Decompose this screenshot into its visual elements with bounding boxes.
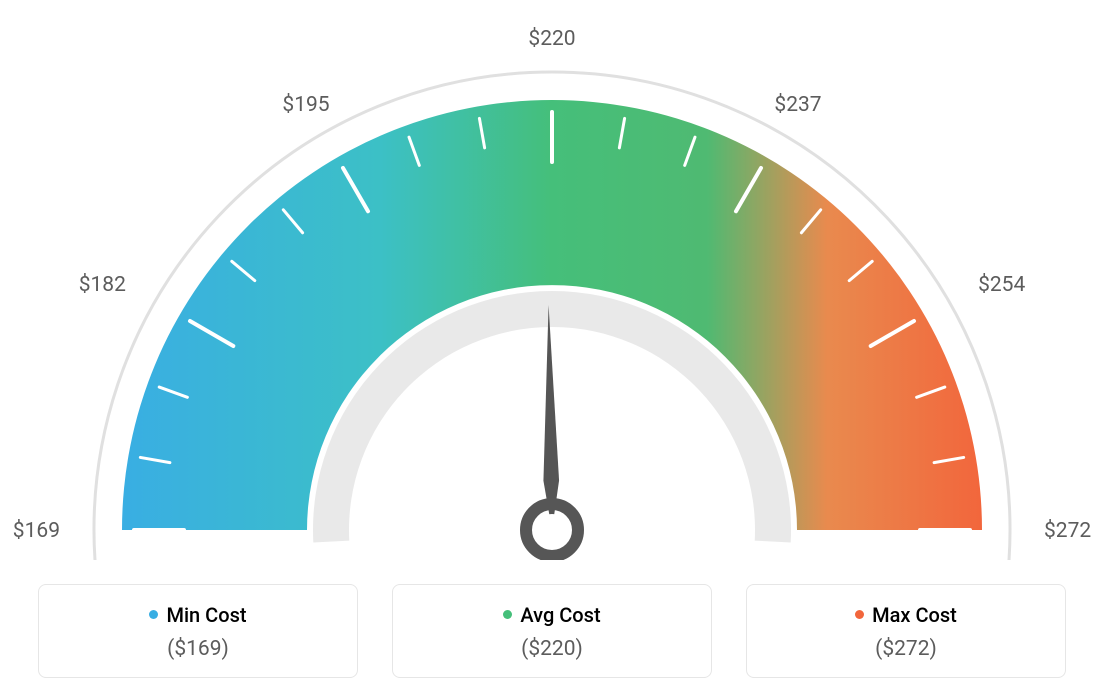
legend-card-max: Max Cost ($272) xyxy=(746,584,1066,678)
legend-card-avg: Avg Cost ($220) xyxy=(392,584,712,678)
dot-icon xyxy=(855,610,864,619)
dot-icon xyxy=(503,610,512,619)
legend-min-label: Min Cost xyxy=(166,603,246,627)
gauge-tick-label: $272 xyxy=(1044,519,1091,543)
gauge-tick-label: $182 xyxy=(79,273,126,297)
gauge-tick-label: $254 xyxy=(978,273,1025,297)
gauge-tick-label: $169 xyxy=(13,519,60,543)
legend-min-title: Min Cost xyxy=(49,603,347,627)
legend-avg-label: Avg Cost xyxy=(520,603,600,627)
dot-icon xyxy=(149,610,158,619)
legend-min-value: ($169) xyxy=(49,637,347,661)
gauge-svg: $169 $182 $195 $220 $237 $254 $272 xyxy=(0,0,1104,560)
legend-card-min: Min Cost ($169) xyxy=(38,584,358,678)
cost-gauge: $169 $182 $195 $220 $237 $254 $272 xyxy=(0,0,1104,560)
legend-max-title: Max Cost xyxy=(757,603,1055,627)
legend-row: Min Cost ($169) Avg Cost ($220) Max Cost… xyxy=(0,584,1104,678)
legend-max-value: ($272) xyxy=(757,637,1055,661)
legend-avg-title: Avg Cost xyxy=(403,603,701,627)
gauge-tick-label: $195 xyxy=(282,93,329,117)
legend-avg-value: ($220) xyxy=(403,637,701,661)
gauge-tick-label: $220 xyxy=(528,27,575,51)
legend-max-label: Max Cost xyxy=(872,603,957,627)
gauge-tick-label: $237 xyxy=(774,93,821,117)
